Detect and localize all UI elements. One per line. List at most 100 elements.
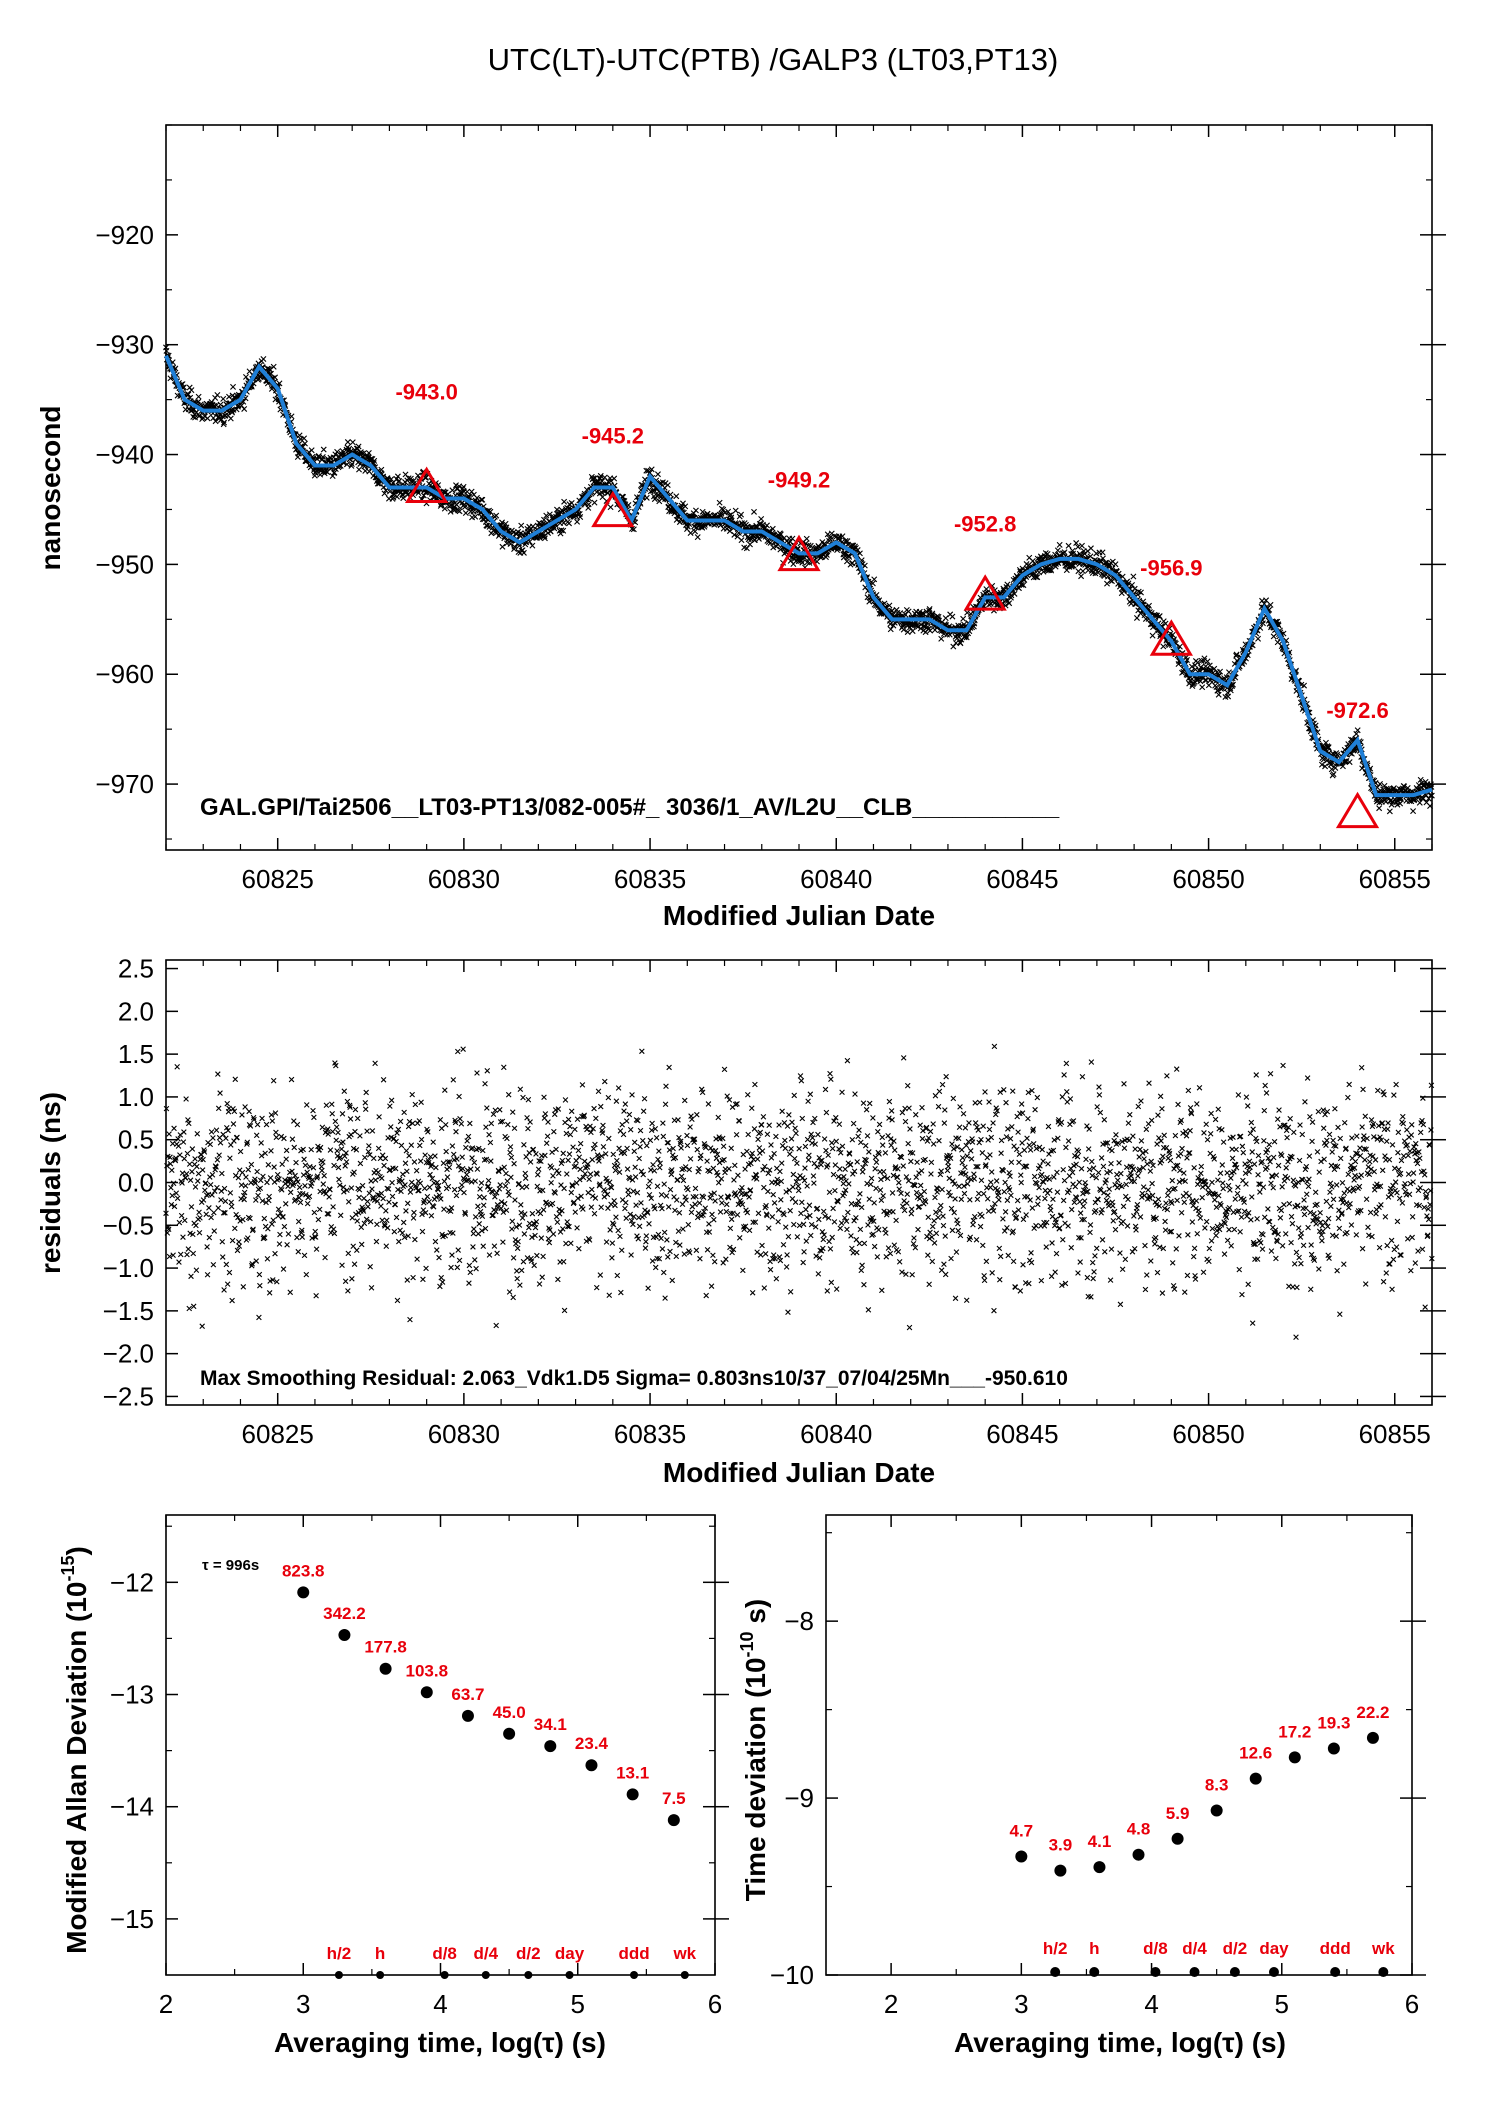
residual-point (984, 1196, 991, 1202)
residual-point (929, 1234, 935, 1240)
residual-point (522, 1211, 528, 1217)
residual-point (860, 1100, 867, 1106)
phase-point (1056, 541, 1063, 548)
residual-point (393, 1214, 400, 1221)
residual-point (401, 1109, 407, 1116)
residual-point (417, 1142, 423, 1149)
residual-point (631, 1148, 638, 1155)
residual-point (372, 1060, 378, 1067)
phase-point (386, 488, 393, 495)
phase-point (474, 494, 480, 501)
residual-point (517, 1202, 524, 1208)
marker-triangle (1335, 791, 1380, 829)
residual-point (403, 1147, 410, 1154)
residual-point (482, 1080, 488, 1087)
phase-point (1100, 555, 1106, 562)
residual-point (210, 1135, 216, 1141)
residual-point (253, 1258, 260, 1264)
residual-point (890, 1209, 896, 1215)
residual-point (179, 1180, 185, 1186)
phase-point (701, 521, 708, 528)
residual-point (875, 1227, 882, 1233)
residual-point (273, 1134, 280, 1141)
phase-point (682, 503, 689, 510)
residual-point (441, 1178, 448, 1185)
residual-point (234, 1134, 240, 1141)
residual-point (952, 1196, 958, 1202)
residual-point (237, 1148, 244, 1155)
phase-point (188, 387, 195, 394)
residual-point (263, 1121, 270, 1128)
phase-point (1215, 691, 1222, 698)
residual-point (357, 1160, 364, 1167)
residual-point (660, 1120, 666, 1126)
residual-point (483, 1124, 489, 1130)
residual-point (378, 1203, 384, 1209)
phase-point (356, 466, 363, 473)
residual-point (336, 1176, 342, 1183)
residual-point (780, 1241, 787, 1248)
residual-point (471, 1257, 478, 1263)
residual-point (171, 1125, 177, 1132)
phase-point (541, 535, 548, 542)
residual-point (527, 1159, 534, 1165)
residual-point (684, 1142, 691, 1149)
residual-point (784, 1123, 791, 1129)
residual-point (365, 1148, 372, 1155)
residual-point (970, 1217, 977, 1224)
residual-point (577, 1166, 583, 1173)
residual-point (341, 1153, 348, 1159)
residual-point (797, 1073, 804, 1079)
residual-point (223, 1261, 230, 1268)
residual-point (433, 1247, 440, 1253)
residual-point (295, 1248, 302, 1255)
residual-point (492, 1193, 498, 1200)
y-tick-label: 0.5 (118, 1125, 154, 1155)
residual-point (1011, 1210, 1018, 1216)
residual-point (649, 1258, 656, 1264)
residual-point (748, 1105, 755, 1111)
residual-point (576, 1245, 582, 1252)
phase-point (673, 493, 680, 500)
residual-point (400, 1171, 406, 1178)
residual-point (327, 1147, 334, 1153)
residual-point (455, 1247, 462, 1253)
phase-point (577, 514, 584, 520)
phase-point (331, 469, 338, 476)
residual-point (609, 1240, 616, 1246)
residual-point (302, 1162, 309, 1169)
residual-point (405, 1233, 411, 1239)
residual-point (382, 1155, 389, 1162)
residual-point (202, 1180, 209, 1186)
residual-point (407, 1189, 414, 1195)
residual-point (462, 1209, 468, 1216)
phase-point (348, 461, 355, 468)
residual-point (492, 1208, 499, 1215)
residual-point (422, 1209, 429, 1216)
phase-point (388, 476, 395, 483)
residual-point (626, 1111, 633, 1118)
residual-point (249, 1262, 255, 1269)
residual-point (913, 1174, 920, 1181)
y-tick-label: −950 (95, 549, 154, 579)
residual-point (339, 1111, 346, 1117)
residual-point (663, 1083, 669, 1090)
residual-point (775, 1218, 781, 1225)
residual-point (193, 1267, 200, 1273)
residual-point (822, 1086, 829, 1093)
residual-point (363, 1216, 370, 1223)
residual-point (363, 1089, 369, 1096)
residual-point (854, 1249, 860, 1256)
residual-point (362, 1154, 368, 1161)
residual-point (388, 1097, 395, 1104)
residual-point (319, 1167, 325, 1174)
residual-point (436, 1192, 443, 1199)
residual-point (865, 1307, 872, 1313)
residual-point (474, 1166, 481, 1172)
residual-point (710, 1252, 716, 1259)
phase-point (1176, 643, 1183, 650)
residual-point (409, 1091, 415, 1098)
residual-point (969, 1139, 976, 1145)
residual-point (975, 1190, 982, 1197)
residual-point (664, 1237, 670, 1243)
